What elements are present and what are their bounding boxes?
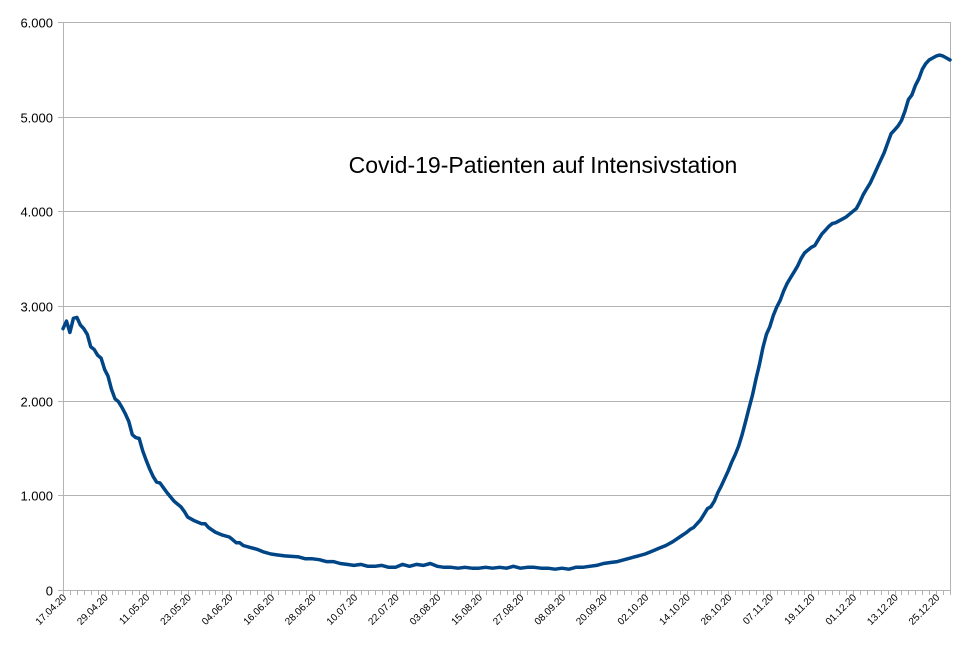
x-tick-label: 04.06.20	[200, 592, 236, 628]
x-tick-label: 22.07.20	[366, 592, 402, 628]
y-tick-label: 2.000	[20, 395, 53, 410]
x-tick-label: 28.06.20	[283, 592, 319, 628]
x-tick-label: 07.11.20	[741, 592, 776, 627]
x-tick-label: 11.05.20	[117, 592, 152, 627]
y-tick-label: 1.000	[20, 489, 53, 504]
x-tick-label: 13.12.20	[865, 592, 901, 628]
y-tick-label: 4.000	[20, 205, 53, 220]
x-tick-label: 27.08.20	[491, 592, 527, 628]
x-tick-label: 20.09.20	[574, 592, 610, 628]
chart-title: Covid-19-Patienten auf Intensivstation	[349, 152, 738, 178]
y-axis-ticks: 0 1.000 2.000 3.000 4.000 5.000 6.000	[20, 16, 63, 599]
x-tick-label: 16.06.20	[242, 592, 278, 628]
x-tick-label: 25.12.20	[907, 592, 943, 628]
y-tick-label: 5.000	[20, 111, 53, 126]
x-tick-label: 03.08.20	[408, 592, 444, 628]
x-tick-label: 10.07.20	[325, 592, 361, 628]
x-tick-label: 02.10.20	[616, 592, 652, 628]
x-axis-ticks: 17.04.20 29.04.20 11.05.20 23.05.20 04.06.20…	[34, 590, 951, 628]
x-tick-label: 15.08.20	[450, 592, 486, 628]
x-tick-label: 29.04.20	[75, 592, 111, 628]
y-tick-label: 6.000	[20, 16, 53, 31]
series-line	[61, 53, 952, 571]
gridlines	[63, 22, 950, 496]
x-tick-label: 01.12.20	[824, 592, 860, 628]
y-tick-label: 3.000	[20, 300, 53, 315]
y-tick-label: 0	[46, 584, 53, 599]
x-tick-label: 08.09.20	[533, 592, 569, 628]
x-tick-label: 23.05.20	[159, 592, 195, 628]
series-layer	[61, 53, 952, 571]
x-tick-label: 14.10.20	[657, 592, 693, 628]
x-tick-label: 19.11.20	[783, 592, 818, 627]
x-tick-label: 26.10.20	[699, 592, 735, 628]
